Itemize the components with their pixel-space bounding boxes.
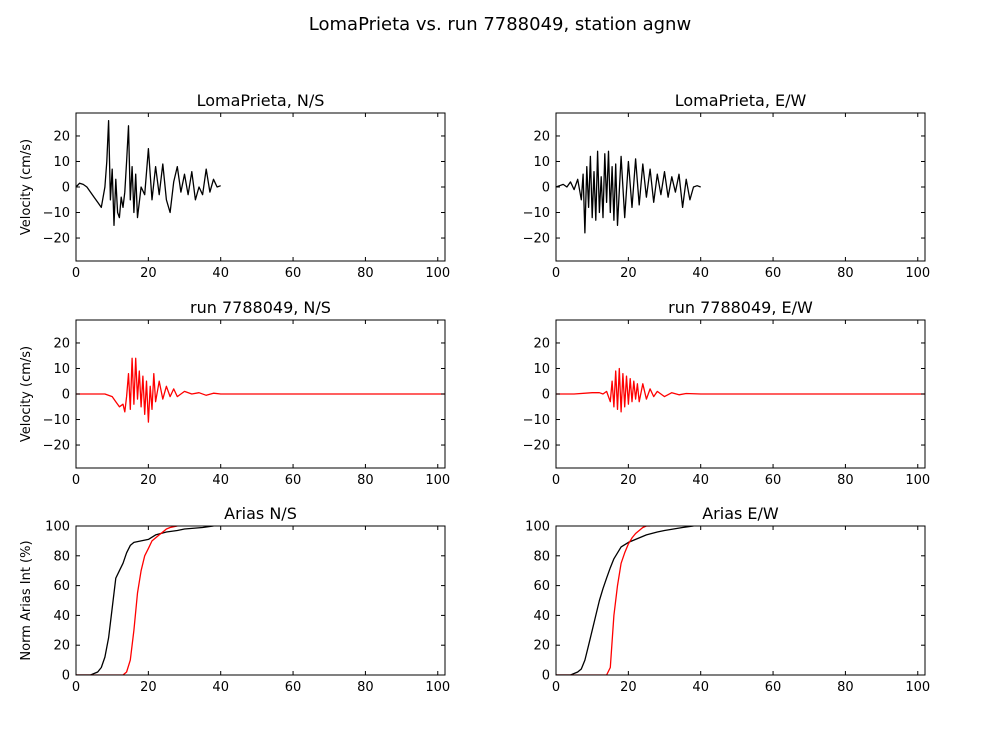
y-tick-label: 10 xyxy=(53,362,70,377)
x-tick-label: 100 xyxy=(905,680,930,695)
y-tick-label: −20 xyxy=(523,439,550,454)
subplot-title: LomaPrieta, E/W xyxy=(675,91,807,110)
x-tick-label: 60 xyxy=(765,680,782,695)
y-axis-label: Norm Arias Int (%) xyxy=(19,540,34,660)
y-tick-label: 60 xyxy=(533,579,550,594)
x-tick-label: 40 xyxy=(692,473,709,488)
x-tick-label: 0 xyxy=(552,680,560,695)
subplot-title: Arias N/S xyxy=(224,504,297,523)
x-tick-label: 100 xyxy=(425,473,450,488)
subplot-5: 0 20 40 60 80 100 100 80 60 40 20 0 Arias N/S Norm Ar… xyxy=(19,504,450,695)
x-tick-label: 0 xyxy=(72,473,80,488)
x-tick-label: 0 xyxy=(552,473,560,488)
x-tick-label: 40 xyxy=(212,266,229,281)
subplot-title: run 7788049, E/W xyxy=(668,298,813,317)
x-tick-label: 20 xyxy=(140,266,157,281)
y-tick-label: 80 xyxy=(53,549,70,564)
x-tick-label: 20 xyxy=(620,680,637,695)
series-line-1 xyxy=(556,150,701,234)
x-tick-label: 80 xyxy=(837,266,854,281)
x-tick-label: 100 xyxy=(425,266,450,281)
subplot-title: run 7788049, N/S xyxy=(190,298,331,317)
y-tick-label: 20 xyxy=(533,336,550,351)
subplot-6: 0 20 40 60 80 100 100 80 60 40 20 0 Arias E/W xyxy=(525,504,930,695)
series-line-2 xyxy=(556,526,651,675)
x-tick-label: 20 xyxy=(620,473,637,488)
x-tick-label: 60 xyxy=(765,473,782,488)
x-tick-label: 60 xyxy=(285,266,302,281)
subplot-title: Arias E/W xyxy=(702,504,779,523)
y-tick-label: 0 xyxy=(62,669,70,684)
y-tick-label: 0 xyxy=(542,388,550,403)
y-tick-label: 20 xyxy=(53,336,70,351)
y-tick-label: 0 xyxy=(542,669,550,684)
x-tick-label: 20 xyxy=(140,680,157,695)
x-tick-label: 100 xyxy=(905,473,930,488)
y-tick-label: 100 xyxy=(525,520,550,535)
x-tick-label: 80 xyxy=(357,680,374,695)
subplot-title: LomaPrieta, N/S xyxy=(197,91,325,110)
y-tick-label: −20 xyxy=(43,439,70,454)
y-tick-label: 100 xyxy=(45,520,70,535)
y-tick-label: 10 xyxy=(53,155,70,170)
x-tick-label: 40 xyxy=(692,266,709,281)
x-tick-label: 0 xyxy=(72,680,80,695)
series-line-1 xyxy=(76,526,214,675)
axes-frame xyxy=(75,525,446,676)
x-tick-label: 40 xyxy=(212,473,229,488)
y-tick-label: −10 xyxy=(523,413,550,428)
y-tick-label: 10 xyxy=(533,155,550,170)
x-tick-label: 60 xyxy=(285,680,302,695)
axes-frame xyxy=(555,525,926,676)
x-tick-label: 100 xyxy=(425,680,450,695)
x-tick-label: 80 xyxy=(357,266,374,281)
y-tick-label: 20 xyxy=(53,129,70,144)
y-tick-label: −20 xyxy=(43,232,70,247)
x-tick-label: 20 xyxy=(140,473,157,488)
y-tick-label: 60 xyxy=(53,579,70,594)
y-tick-label: −20 xyxy=(523,232,550,247)
series-line-1 xyxy=(556,367,925,413)
x-tick-label: 0 xyxy=(552,266,560,281)
x-tick-label: 0 xyxy=(72,266,80,281)
y-axis-label: Velocity (cm/s) xyxy=(19,346,34,442)
x-tick-label: 80 xyxy=(837,473,854,488)
y-tick-label: 0 xyxy=(542,181,550,196)
y-tick-label: 20 xyxy=(533,639,550,654)
figure-title: LomaPrieta vs. run 7788049, station agnw xyxy=(309,14,691,35)
x-tick-label: 100 xyxy=(905,266,930,281)
x-tick-label: 80 xyxy=(837,680,854,695)
y-axis-label: Velocity (cm/s) xyxy=(19,139,34,235)
y-tick-label: 40 xyxy=(533,609,550,624)
x-tick-label: 80 xyxy=(357,473,374,488)
series-line-1 xyxy=(76,120,221,226)
x-tick-label: 60 xyxy=(765,266,782,281)
series-line-1 xyxy=(76,357,445,423)
y-tick-label: −10 xyxy=(43,206,70,221)
x-tick-label: 20 xyxy=(620,266,637,281)
series-line-2 xyxy=(76,526,178,675)
y-tick-label: 20 xyxy=(533,129,550,144)
x-tick-label: 40 xyxy=(692,680,709,695)
y-tick-label: 10 xyxy=(533,362,550,377)
x-tick-label: 40 xyxy=(212,680,229,695)
x-tick-label: 60 xyxy=(285,473,302,488)
y-tick-label: 20 xyxy=(53,639,70,654)
y-tick-label: −10 xyxy=(523,206,550,221)
series-line-1 xyxy=(556,526,694,675)
y-tick-label: 0 xyxy=(62,388,70,403)
y-tick-label: −10 xyxy=(43,413,70,428)
y-tick-label: 0 xyxy=(62,181,70,196)
y-tick-label: 40 xyxy=(53,609,70,624)
y-tick-label: 80 xyxy=(533,549,550,564)
